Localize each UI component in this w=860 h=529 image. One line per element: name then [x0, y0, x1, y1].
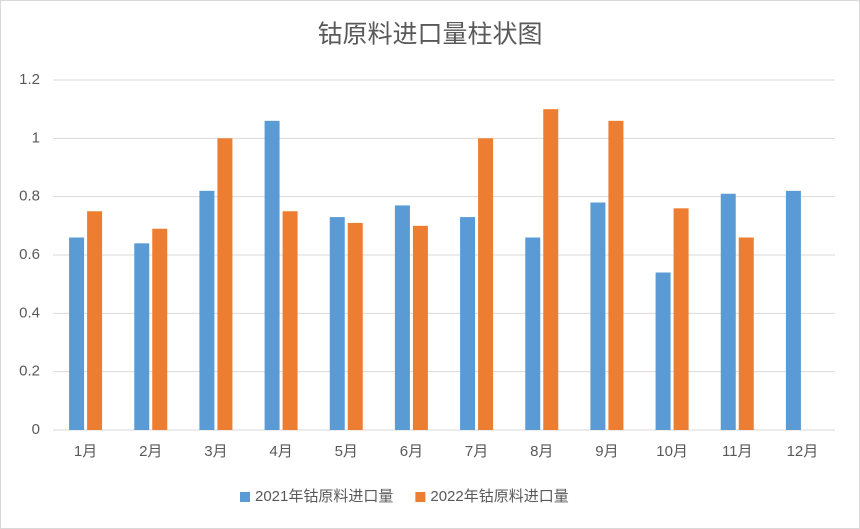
legend-label: 2021年钴原料进口量: [255, 488, 393, 505]
bar: [785, 190, 801, 430]
bar: [282, 211, 298, 430]
bar: [655, 272, 671, 430]
bar: [329, 217, 345, 430]
y-tick-label: 0.6: [19, 246, 40, 263]
y-tick-label: 0.2: [19, 363, 40, 380]
x-tick-label: 6月: [400, 443, 423, 460]
legend-swatch: [240, 492, 250, 502]
legend-swatch: [415, 492, 426, 502]
bar: [199, 190, 215, 430]
x-tick-label: 8月: [530, 443, 553, 460]
bar: [478, 138, 494, 431]
x-tick-label: 11月: [722, 443, 753, 460]
bar: [394, 205, 410, 430]
bar: [152, 228, 168, 430]
bar: [347, 222, 363, 430]
bar: [590, 202, 606, 430]
x-tick-label: 4月: [269, 443, 292, 460]
bar: [608, 120, 624, 430]
x-tick-label: 5月: [335, 443, 358, 460]
y-tick-label: 0.8: [19, 188, 40, 205]
chart-title: 钴原料进口量柱状图: [317, 21, 542, 49]
y-tick-label: 0: [32, 421, 40, 438]
bar: [738, 237, 754, 430]
y-tick-label: 1.2: [19, 71, 40, 88]
bar: [673, 208, 689, 430]
x-tick-label: 7月: [465, 443, 488, 460]
bar: [87, 211, 103, 430]
bar: [134, 243, 150, 430]
bar: [543, 109, 559, 431]
x-tick-label: 3月: [204, 443, 227, 460]
legend-label: 2022年钴原料进口量: [430, 488, 568, 505]
x-tick-label: 1月: [74, 443, 97, 460]
bar: [69, 237, 85, 430]
x-tick-label: 12月: [787, 443, 819, 460]
bar: [720, 193, 736, 430]
y-tick-label: 0.4: [19, 304, 40, 321]
y-tick-label: 1: [32, 129, 40, 146]
x-tick-label: 9月: [595, 443, 618, 460]
bar: [264, 120, 280, 430]
bar: [525, 237, 541, 430]
bar: [412, 225, 428, 430]
x-tick-label: 10月: [656, 443, 688, 460]
x-tick-label: 2月: [139, 443, 162, 460]
bar: [217, 138, 233, 431]
bar: [460, 217, 476, 430]
